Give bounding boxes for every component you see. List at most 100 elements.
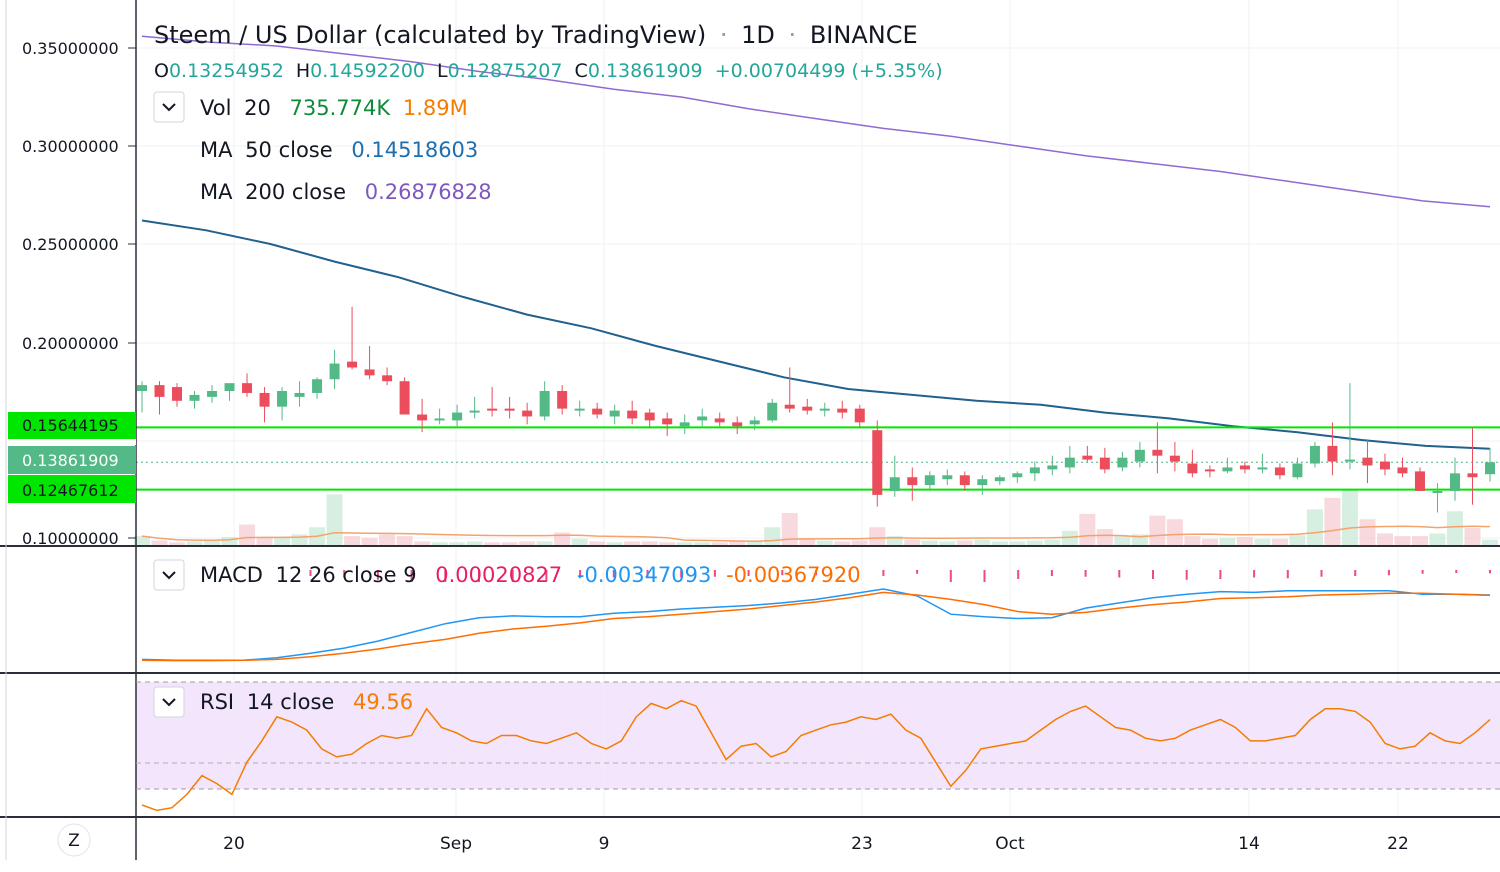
macd-histogram-bar: [713, 570, 716, 577]
volume-bar: [449, 542, 466, 545]
candle-body: [539, 391, 550, 417]
volume-bar: [659, 542, 676, 545]
volume-bar: [991, 541, 1008, 545]
price-axis[interactable]: 0.35000000 0.30000000 0.25000000 0.20000…: [22, 39, 136, 548]
collapse-legend-button[interactable]: [153, 91, 185, 123]
macd-histogram-bar: [1118, 570, 1121, 578]
macd-legend[interactable]: MACD 12 26 close 9 0.00020827 -0.0034709…: [200, 563, 861, 587]
y-tick-label: 0.30000000: [22, 137, 119, 156]
ma200-line: [141, 35, 1491, 208]
collapse-macd-button[interactable]: [153, 559, 185, 591]
candle-body: [399, 381, 410, 415]
volume-bar: [1131, 534, 1148, 545]
ma200-legend[interactable]: MA 200 close 0.26876828: [200, 180, 492, 204]
candle-body: [977, 479, 988, 486]
candle-body: [749, 420, 760, 425]
macd-histogram-bar: [410, 570, 413, 582]
macd-histogram-bar: [848, 570, 851, 576]
vol-legend[interactable]: Vol 20 735.774K 1.89M: [200, 96, 468, 120]
rsi-legend[interactable]: RSI 14 close 49.56: [200, 690, 413, 714]
macd-histogram-bar: [1455, 570, 1458, 573]
macd-histogram-bar: [949, 570, 952, 582]
macd-histogram-bar: [511, 570, 514, 582]
volume-bar: [484, 542, 501, 545]
volume-bar: [869, 527, 886, 545]
volume-bar: [291, 534, 308, 545]
volume-bar: [1009, 541, 1026, 545]
candle-body: [994, 477, 1005, 482]
svg-text:MA 50 close 0.1451: MA 50 close 0.14518603: [200, 138, 478, 162]
candle-body: [1467, 473, 1478, 478]
rsi-line: [141, 699, 1491, 812]
macd-histogram-bar: [1017, 570, 1020, 579]
volume-bar: [239, 524, 256, 545]
candle-body: [1362, 457, 1373, 466]
candle-body: [872, 430, 883, 495]
collapse-rsi-button[interactable]: [153, 686, 185, 718]
macd-histogram-bar: [747, 570, 750, 576]
y-tick-label: 0.10000000: [22, 529, 119, 548]
symbol-legend[interactable]: Steem / US Dollar (calculated by Trading…: [154, 21, 943, 82]
volume-bar: [221, 537, 238, 545]
candle-body: [1257, 467, 1268, 470]
candle-body: [242, 383, 253, 393]
macd-histogram-bar: [646, 570, 649, 578]
candle-body: [294, 392, 305, 397]
volume-bar: [746, 541, 763, 545]
volume-bar: [169, 542, 186, 545]
volume-bar: [466, 541, 483, 545]
candle-body: [802, 406, 813, 411]
volume-bar: [1446, 511, 1463, 545]
candle-body: [662, 418, 673, 425]
macd-histogram-bar: [882, 570, 885, 576]
svg-text:0.12467612: 0.12467612: [22, 481, 119, 500]
volume-bar: [1411, 536, 1428, 545]
macd-histogram-bar: [983, 570, 986, 582]
macd-histogram-bar: [545, 570, 548, 582]
macd-histogram-bar: [781, 570, 784, 576]
macd-histogram-bar: [680, 570, 683, 578]
price-tag-lower: 0.12467612: [8, 475, 136, 503]
candle-body: [487, 408, 498, 411]
x-tick-label: 9: [599, 834, 610, 854]
candle-body: [277, 391, 288, 407]
candle-body: [312, 379, 323, 393]
volume-bar: [1359, 519, 1376, 545]
time-axis[interactable]: 20 Sep 9 23 Oct 14 22: [223, 834, 1409, 854]
macd-histogram-bar: [1489, 570, 1491, 574]
svg-text:0.15644195: 0.15644195: [22, 416, 119, 435]
volume-bar: [431, 542, 448, 545]
macd-histogram-bar: [1354, 570, 1357, 576]
candlestick-series: [137, 306, 1495, 513]
candle-body: [767, 402, 778, 421]
volume-bar: [834, 541, 851, 545]
volume-bar: [729, 541, 746, 545]
volume-bar: [151, 540, 168, 545]
candle-body: [819, 408, 830, 411]
volume-bar: [1079, 513, 1096, 545]
svg-text:Z: Z: [68, 831, 80, 851]
x-tick-label: 22: [1387, 834, 1409, 854]
price-tag-last: 0.13861909: [8, 446, 136, 474]
x-tick-label: 20: [223, 834, 245, 854]
volume-bar: [694, 542, 711, 545]
macd-histogram-bar: [1084, 570, 1087, 577]
macd-histogram-bar: [343, 570, 346, 578]
candle-body: [1117, 457, 1128, 468]
macd-histogram-bar: [579, 570, 582, 579]
macd-signal-line: [141, 591, 1491, 662]
candle-body: [1327, 445, 1338, 462]
candle-body: [942, 475, 953, 480]
candle-body: [522, 410, 533, 417]
volume-bar: [536, 541, 553, 545]
zoom-reset-button[interactable]: Z: [57, 823, 91, 857]
volume-bar: [939, 541, 956, 545]
macd-histogram-bar: [1421, 570, 1424, 574]
candle-body: [1029, 467, 1040, 474]
volume-bar: [1341, 489, 1358, 545]
ma50-legend[interactable]: MA 50 close 0.14518603: [200, 138, 478, 162]
volume-bar: [781, 513, 798, 545]
candle-body: [364, 369, 375, 376]
candle-body: [1082, 455, 1093, 460]
